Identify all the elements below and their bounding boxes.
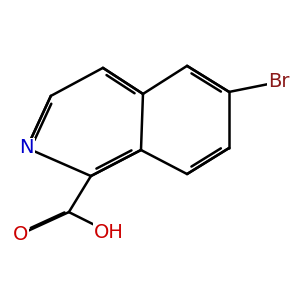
- Text: N: N: [20, 139, 34, 158]
- Text: O: O: [13, 225, 28, 244]
- Text: OH: OH: [94, 223, 124, 242]
- Text: Br: Br: [268, 72, 290, 92]
